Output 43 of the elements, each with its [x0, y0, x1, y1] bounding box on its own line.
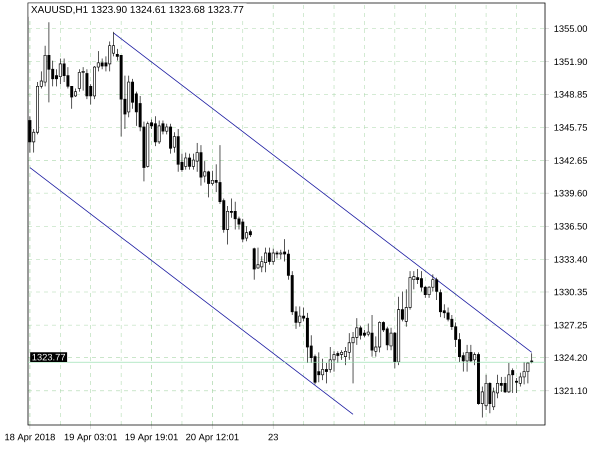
candlestick [207, 170, 210, 198]
candlestick [324, 362, 328, 384]
candlestick [352, 332, 355, 384]
x-tick-label: 20 Apr 12:01 [186, 434, 239, 442]
candlestick [420, 270, 423, 292]
candlestick [74, 88, 77, 98]
candlestick [466, 344, 469, 372]
candlestick [276, 250, 278, 259]
y-tick-label: 1345.75 [554, 124, 588, 131]
chart-title: XAUUSD,H1 1323.90 1324.61 1323.68 1323.77 [31, 6, 244, 14]
candlestick [344, 346, 347, 366]
y-tick-label: 1327.25 [554, 322, 588, 328]
y-tick-label: 1321.10 [554, 388, 588, 394]
y-tick-label: 1351.90 [554, 58, 588, 66]
candlestick [85, 68, 88, 100]
ref-line-label: 1323.77 [32, 354, 66, 360]
candlestick [484, 374, 488, 410]
y-tick-label: 1355.00 [554, 25, 588, 32]
y-tick-label: 1324.20 [554, 354, 588, 361]
candlestick [169, 123, 172, 154]
y-tick-label: 1333.40 [554, 256, 588, 263]
candlestick [188, 153, 192, 170]
candlestick [47, 22, 50, 103]
candlestick [362, 330, 366, 338]
y-tick-label: 1339.60 [554, 190, 588, 196]
candlestick [234, 201, 237, 230]
x-tick-label: 19 Apr 03:01 [64, 434, 117, 442]
x-tick-label: 18 Apr 2018 [5, 434, 55, 442]
x-tick-label: 23 [268, 434, 278, 440]
y-tick-label: 1336.50 [554, 222, 588, 230]
candlestick [332, 350, 336, 372]
x-tick-label: 19 Apr 19:01 [126, 434, 178, 442]
y-tick-label: 1348.85 [554, 91, 588, 98]
candlestick [256, 247, 260, 270]
candlestick [515, 378, 518, 394]
candlestick [199, 144, 202, 186]
candlestick [131, 78, 134, 110]
y-tick-label: 1342.65 [554, 157, 588, 164]
candlestick [477, 352, 480, 406]
candlestick [93, 66, 96, 100]
y-tick-label: 1330.35 [554, 288, 588, 296]
candlestick [370, 314, 374, 357]
candlestick [438, 288, 442, 318]
